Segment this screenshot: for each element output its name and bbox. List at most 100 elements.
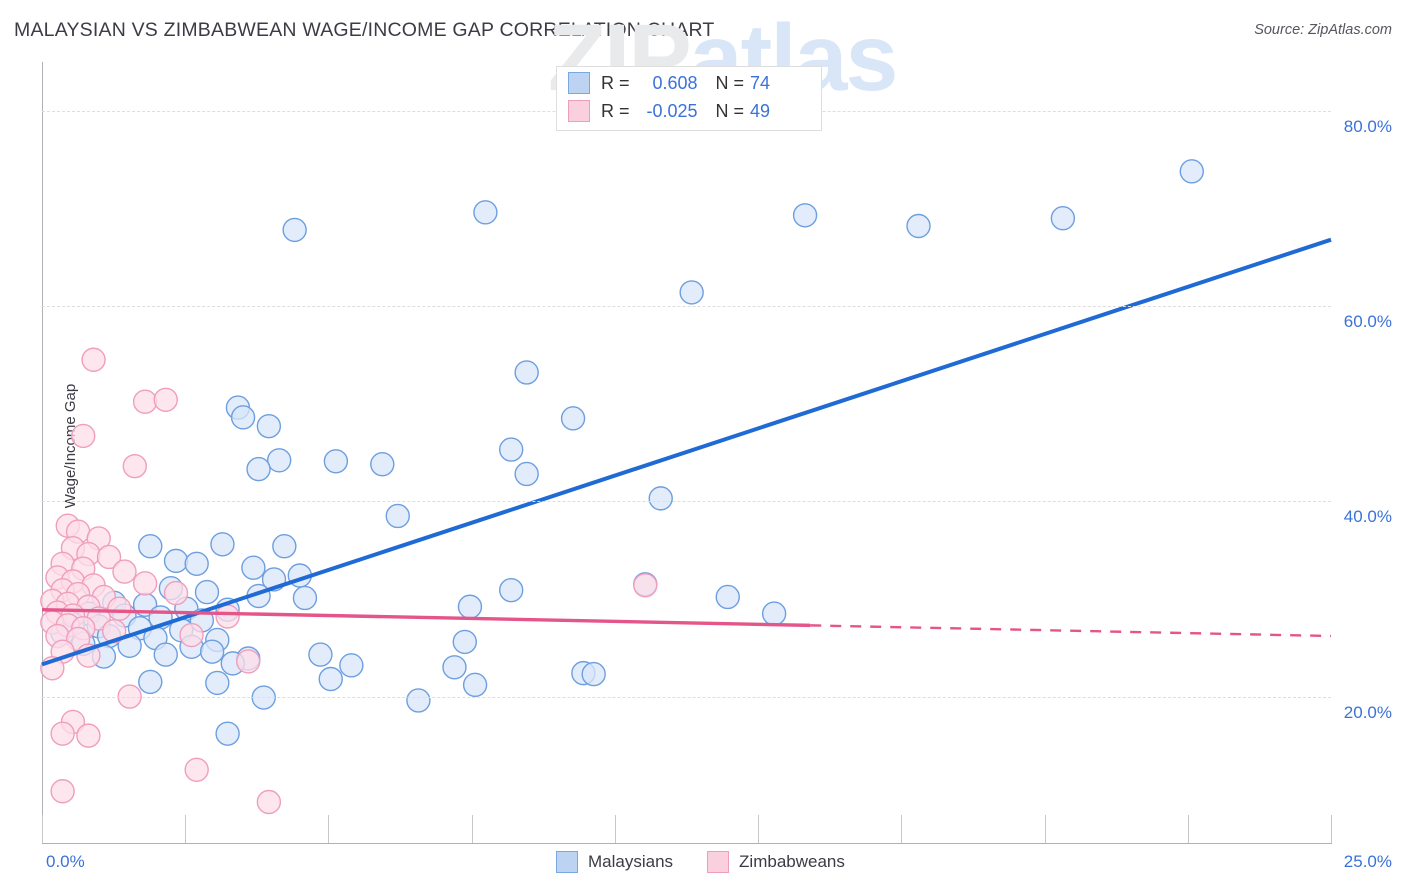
- data-point[interactable]: [71, 423, 96, 449]
- trendline-zimbabweans: [41, 607, 811, 628]
- x-axis-tick: [1188, 815, 1189, 843]
- stats-r-value-pink: -0.025: [646, 100, 698, 121]
- data-point[interactable]: [385, 503, 410, 529]
- data-point[interactable]: [246, 456, 271, 482]
- gridline: [42, 501, 1331, 503]
- y-axis-tick-label: 60.0%: [1343, 312, 1392, 332]
- data-point[interactable]: [514, 461, 539, 487]
- data-point[interactable]: [107, 596, 132, 621]
- data-point[interactable]: [199, 639, 225, 664]
- data-point[interactable]: [112, 559, 137, 584]
- data-point[interactable]: [498, 577, 524, 603]
- stats-r-label-pink: R =: [601, 100, 630, 121]
- data-point[interactable]: [457, 594, 483, 619]
- x-axis-label-min: 0.0%: [46, 852, 85, 871]
- data-point[interactable]: [442, 655, 467, 680]
- data-point[interactable]: [792, 203, 818, 228]
- data-point[interactable]: [138, 534, 163, 559]
- data-point[interactable]: [153, 387, 178, 412]
- legend-swatch-malaysians: [556, 851, 578, 873]
- data-point[interactable]: [323, 449, 349, 474]
- data-point[interactable]: [50, 779, 75, 804]
- data-point[interactable]: [1179, 159, 1204, 184]
- data-point[interactable]: [256, 789, 282, 815]
- data-point[interactable]: [194, 579, 220, 605]
- data-point[interactable]: [81, 347, 106, 372]
- data-point[interactable]: [498, 437, 524, 462]
- data-point[interactable]: [138, 669, 163, 695]
- scatter-surface: [40, 159, 1332, 815]
- data-point[interactable]: [122, 453, 148, 479]
- data-point[interactable]: [153, 642, 178, 667]
- trendline-malaysians: [41, 237, 1332, 667]
- data-point[interactable]: [370, 452, 395, 477]
- plot-area: ZIPatlas: [40, 5, 1332, 843]
- data-point[interactable]: [205, 670, 230, 696]
- data-point[interactable]: [210, 532, 235, 557]
- data-point[interactable]: [132, 389, 158, 414]
- x-axis-tick: [328, 815, 329, 843]
- data-point[interactable]: [761, 601, 787, 626]
- stats-r-value-blue: 0.608: [652, 72, 698, 93]
- page-title: MALAYSIAN VS ZIMBABWEAN WAGE/INCOME GAP …: [14, 19, 715, 41]
- x-axis-tick: [185, 815, 186, 843]
- data-point[interactable]: [266, 448, 292, 473]
- data-point[interactable]: [452, 629, 477, 655]
- legend-label-malaysians: Malaysians: [588, 852, 674, 871]
- legend-swatch-zimbabweans: [707, 851, 730, 873]
- data-point[interactable]: [473, 200, 498, 225]
- data-point[interactable]: [633, 573, 658, 598]
- data-point[interactable]: [241, 555, 266, 580]
- data-point[interactable]: [184, 757, 209, 782]
- stats-n-label-blue: N =: [715, 72, 745, 93]
- data-point[interactable]: [256, 413, 282, 439]
- x-axis-tick: [1331, 815, 1332, 843]
- y-axis-tick-label: 40.0%: [1343, 507, 1392, 527]
- stats-r-label-blue: R =: [601, 72, 630, 93]
- data-point[interactable]: [715, 584, 740, 610]
- data-point[interactable]: [339, 653, 364, 678]
- data-point[interactable]: [292, 585, 318, 611]
- data-point[interactable]: [406, 688, 431, 713]
- stats-n-value-blue: 74: [750, 72, 771, 93]
- data-point[interactable]: [648, 486, 673, 511]
- data-point[interactable]: [163, 580, 189, 606]
- stats-swatch-blue: [568, 72, 590, 94]
- data-point[interactable]: [50, 721, 75, 746]
- y-axis-tick-label: 20.0%: [1343, 702, 1392, 722]
- data-point[interactable]: [282, 217, 307, 243]
- data-point[interactable]: [76, 723, 101, 748]
- x-axis-tick: [42, 815, 43, 843]
- data-point[interactable]: [906, 213, 931, 239]
- data-point[interactable]: [1050, 205, 1076, 231]
- data-point[interactable]: [230, 405, 256, 430]
- data-point[interactable]: [163, 548, 189, 574]
- data-point[interactable]: [132, 571, 158, 596]
- data-point[interactable]: [462, 672, 488, 698]
- data-point[interactable]: [308, 642, 333, 667]
- stats-row-malaysians: R = 0.608 N = 74: [568, 70, 770, 96]
- data-point[interactable]: [272, 534, 297, 559]
- data-point[interactable]: [679, 280, 704, 305]
- data-point[interactable]: [96, 544, 122, 570]
- data-point[interactable]: [236, 649, 261, 674]
- data-point[interactable]: [581, 661, 606, 687]
- stats-swatch-pink: [568, 100, 590, 122]
- x-axis-tick: [615, 815, 616, 843]
- data-point[interactable]: [215, 721, 240, 746]
- x-axis-label-max: 25.0%: [1343, 852, 1392, 871]
- source-attribution: Source: ZipAtlas.com: [1254, 22, 1392, 38]
- data-point[interactable]: [560, 406, 586, 431]
- x-axis-tick: [901, 815, 902, 843]
- data-point[interactable]: [184, 551, 209, 576]
- data-point[interactable]: [215, 604, 240, 629]
- legend-item-malaysians[interactable]: Malaysians: [556, 851, 673, 873]
- data-point[interactable]: [514, 360, 539, 385]
- data-point[interactable]: [179, 622, 204, 648]
- stats-n-label-pink: N =: [715, 100, 745, 121]
- trendline-zimbabweans-projected: [810, 624, 1332, 638]
- legend-item-zimbabweans[interactable]: Zimbabweans: [707, 851, 845, 873]
- stats-row-zimbabweans: R = -0.025 N = 49: [568, 98, 770, 124]
- data-point[interactable]: [318, 666, 343, 692]
- legend-label-zimbabweans: Zimbabweans: [739, 852, 845, 871]
